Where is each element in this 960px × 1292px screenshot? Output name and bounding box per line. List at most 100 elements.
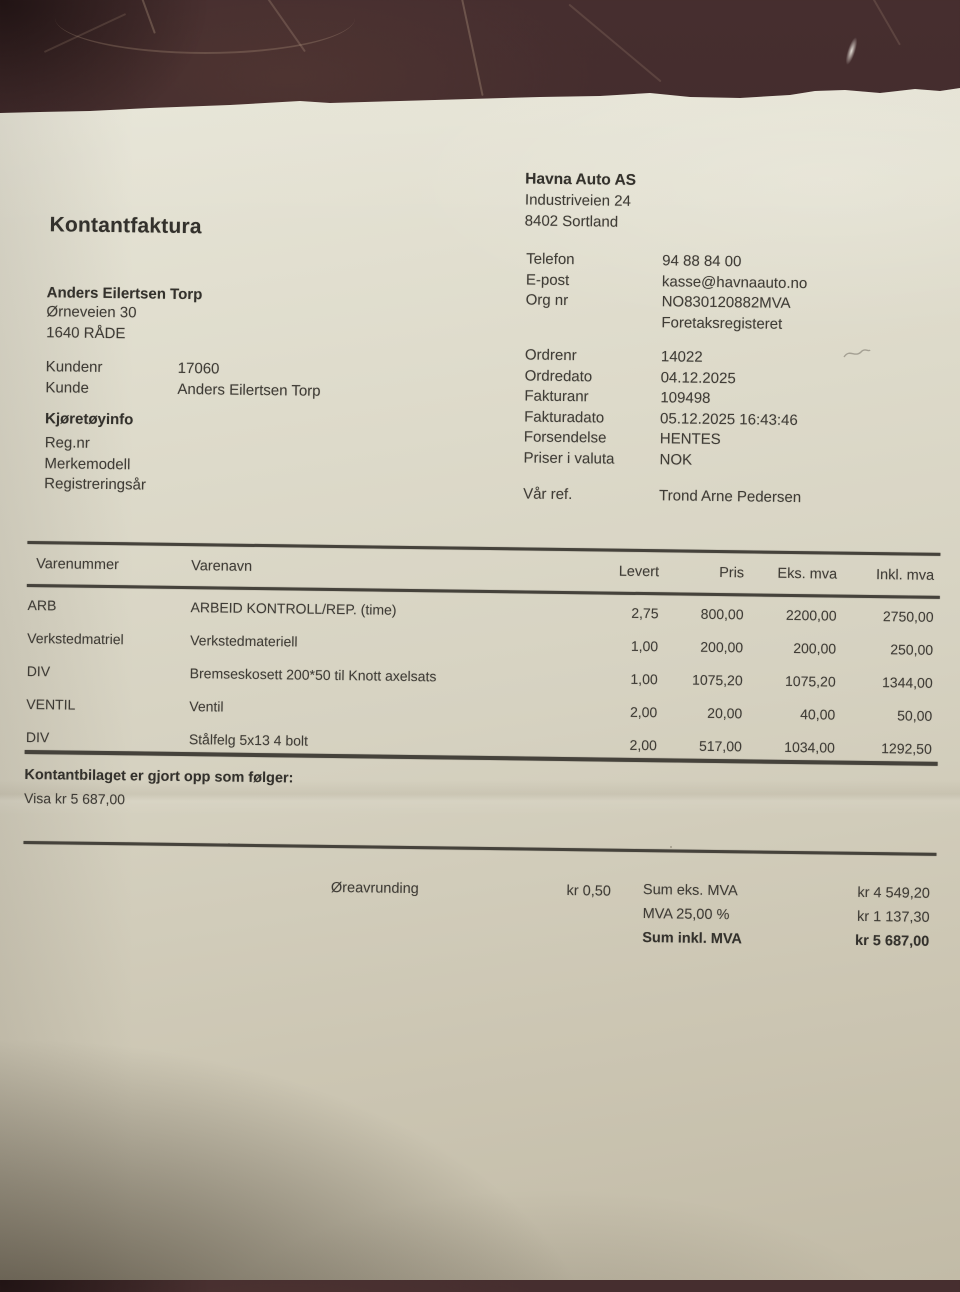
rounding-value: kr 0,50: [495, 882, 611, 900]
summary-value: kr 1 137,30: [812, 904, 929, 930]
rounding-label: Øreavrunding: [331, 880, 419, 897]
levert-cell: 2,00: [581, 703, 657, 720]
table-top-rule: [27, 541, 940, 556]
field-label: Registreringsår: [44, 474, 176, 496]
inkl-mva-cell: 1344,00: [847, 674, 933, 691]
item-name-cell: ARBEID KONTROLL/REP. (time): [191, 599, 397, 618]
our-ref-row: Vår ref. Trond Arne Pedersen: [523, 484, 801, 508]
levert-cell: 1,00: [582, 637, 658, 654]
field-value: 109498: [660, 388, 798, 410]
pris-cell: 200,00: [667, 638, 743, 655]
customer-address-line2: 1640 RÅDE: [46, 323, 202, 346]
eks-mva-cell: 1075,20: [752, 672, 836, 689]
levert-cell: 2,75: [582, 604, 658, 621]
pris-cell: 20,00: [666, 704, 742, 721]
item-number-cell: Verkstedmatriel: [27, 630, 124, 647]
field-value: Trond Arne Pedersen: [659, 486, 801, 508]
field-value: Anders Eilertsen Torp: [177, 380, 320, 402]
supplier-name: Havna Auto AS: [525, 170, 636, 189]
inkl-mva-cell: 2750,00: [847, 608, 933, 625]
contact-value: NO830120882MVA: [662, 292, 808, 314]
eks-mva-cell: 40,00: [751, 705, 835, 722]
col-header-pris: Pris: [668, 564, 744, 581]
wood-scratch-arc: [55, 0, 355, 54]
col-header-varenummer: Varenummer: [36, 556, 119, 573]
inkl-mva-cell: 250,00: [847, 641, 933, 658]
summary-label: Sum eks. MVA: [643, 878, 813, 904]
levert-cell: 2,00: [581, 736, 657, 753]
item-name-cell: Bremseskosett 200*50 til Knott axelsats: [190, 665, 437, 684]
contact-label: [525, 311, 661, 333]
eks-mva-cell: 200,00: [752, 639, 836, 656]
table-row: Verkstedmatriel Verkstedmateriell 1,00 2…: [0, 630, 939, 660]
eks-mva-cell: 1034,00: [751, 738, 835, 755]
vehicle-heading: Kjøretøyinfo: [45, 410, 134, 428]
field-value: 05.12.2025 16:43:46: [660, 409, 798, 431]
field-label: Kundenr: [46, 357, 178, 379]
item-name-cell: Ventil: [189, 698, 223, 714]
table-row: VENTIL Ventil 2,00 20,00 40,00 50,00: [0, 696, 938, 726]
field-label: Vår ref.: [523, 484, 659, 506]
order-fields: Ordrenr 14022 Ordredato 04.12.2025 Faktu…: [523, 345, 798, 472]
levert-cell: 1,00: [582, 670, 658, 687]
table-header-rule: [27, 584, 940, 598]
summary-label-total: Sum inkl. MVA: [642, 926, 812, 952]
field-value: HENTES: [660, 430, 798, 452]
table-row: ARB ARBEID KONTROLL/REP. (time) 2,75 800…: [0, 597, 940, 627]
wood-scratch: [458, 0, 483, 96]
contact-value: 94 88 84 00: [662, 251, 808, 273]
col-header-levert: Levert: [583, 563, 659, 580]
contact-label: Org nr: [526, 291, 662, 313]
supplier-contact: Telefon 94 88 84 00 E-post kasse@havnaau…: [525, 249, 807, 335]
col-header-inkl-mva: Inkl. mva: [848, 567, 934, 584]
contact-label: E-post: [526, 270, 662, 292]
col-header-varenavn: Varenavn: [191, 558, 252, 575]
field-label: Priser i valuta: [523, 448, 659, 470]
field-label: Ordredato: [525, 366, 661, 388]
item-name-cell: Stålfelg 5x13 4 bolt: [189, 731, 308, 749]
pris-cell: 517,00: [666, 737, 742, 754]
item-number-cell: DIV: [27, 663, 51, 679]
col-header-eks-mva: Eks. mva: [753, 565, 837, 582]
item-number-cell: DIV: [26, 729, 50, 745]
contact-value: kasse@havnaauto.no: [662, 272, 808, 294]
payment-note-heading: Kontantbilaget er gjort opp som følger:: [24, 767, 293, 787]
field-label: Forsendelse: [524, 428, 660, 450]
field-label: Reg.nr: [45, 433, 177, 455]
invoice-title: Kontantfaktura: [49, 213, 201, 239]
summary-totals: Sum eks. MVA kr 4 549,20 MVA 25,00 % kr …: [642, 878, 930, 954]
field-value: 04.12.2025: [661, 368, 799, 390]
summary-label: MVA 25,00 %: [642, 902, 812, 928]
summary-top-rule: [23, 841, 936, 856]
field-value: NOK: [659, 450, 797, 472]
supplier-address-line1: Industriveien 24: [525, 190, 636, 212]
wood-scratch: [869, 0, 901, 45]
field-label: Merkemodell: [44, 454, 176, 476]
field-label: Ordrenr: [525, 345, 661, 367]
wood-white-scratch: [842, 33, 861, 68]
table-row: DIV Bremseskosett 200*50 til Knott axels…: [0, 663, 939, 693]
payment-note-detail: Visa kr 5 687,00: [24, 790, 125, 807]
vehicle-fields: Reg.nr Merkemodell Registreringsår: [44, 433, 177, 497]
item-number-cell: ARB: [28, 597, 57, 613]
field-value: 14022: [661, 347, 799, 369]
customer-fields: Kundenr 17060 Kunde Anders Eilertsen Tor…: [45, 357, 321, 402]
contact-value: Foretaksregisteret: [661, 313, 807, 335]
eks-mva-cell: 2200,00: [752, 606, 836, 623]
field-label: Kunde: [45, 378, 177, 400]
supplier-address-line2: 8402 Sortland: [525, 211, 636, 233]
pris-cell: 1075,20: [667, 671, 743, 688]
summary-value-total: kr 5 687,00: [812, 928, 929, 954]
supplier-block: Havna Auto AS Industriveien 24 8402 Sort…: [525, 170, 637, 232]
customer-address-line1: Ørneveien 30: [46, 302, 202, 325]
inkl-mva-cell: 50,00: [846, 707, 932, 724]
item-number-cell: VENTIL: [26, 696, 75, 713]
summary-value: kr 4 549,20: [813, 880, 930, 906]
field-label: Fakturadato: [524, 407, 660, 429]
item-name-cell: Verkstedmateriell: [190, 632, 298, 649]
contact-label: Telefon: [526, 249, 662, 271]
customer-block: Anders Eilertsen Torp Ørneveien 30 1640 …: [46, 284, 202, 345]
